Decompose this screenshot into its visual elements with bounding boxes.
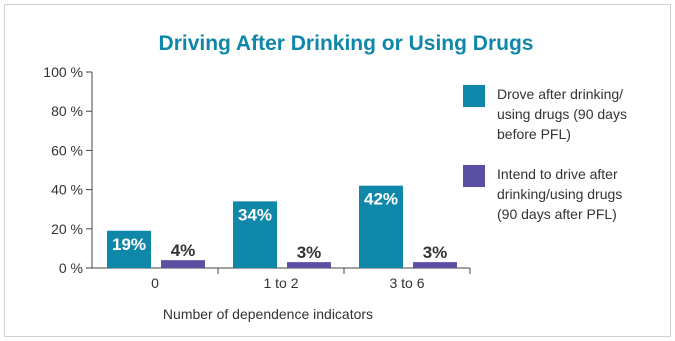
data-label: 3% bbox=[297, 243, 322, 262]
legend-label-line: Drove after drinking/ bbox=[497, 86, 623, 102]
legend-label-line: Intend to drive after bbox=[497, 166, 618, 182]
x-tick-label: 1 to 2 bbox=[263, 275, 298, 291]
bar-s2-1 bbox=[161, 260, 205, 268]
data-label: 42% bbox=[364, 190, 398, 209]
bar-s2-2 bbox=[287, 262, 331, 268]
y-tick-label: 20 % bbox=[51, 221, 83, 237]
data-label: 3% bbox=[423, 243, 448, 262]
data-label: 4% bbox=[171, 241, 196, 260]
data-label: 19% bbox=[112, 235, 146, 254]
legend-label-line: drinking/using drugs bbox=[497, 186, 622, 202]
bar-s2-3 bbox=[413, 262, 457, 268]
x-tick-label: 0 bbox=[151, 275, 159, 291]
chart-bars: 19% 4% 34% 3% 42% 3% bbox=[107, 185, 457, 268]
legend-label-line: using drugs (90 days bbox=[497, 106, 627, 122]
legend-swatch-2 bbox=[463, 165, 485, 187]
legend-label-line: before PFL) bbox=[497, 126, 571, 142]
chart-title: Driving After Drinking or Using Drugs bbox=[159, 32, 534, 55]
chart-frame bbox=[4, 4, 671, 337]
y-tick-label: 0 % bbox=[59, 260, 83, 276]
y-tick-label: 40 % bbox=[51, 182, 83, 198]
y-tick-label: 100 % bbox=[43, 64, 83, 80]
chart-axes: 0 % 20 % 40 % 60 % 80 % 100 % 0 1 to 2 3 to 6 bbox=[43, 64, 471, 291]
legend-swatch-1 bbox=[463, 85, 485, 107]
bar-s1-2 bbox=[233, 201, 277, 268]
y-tick-label: 60 % bbox=[51, 142, 83, 158]
legend-label-line: (90 days after PFL) bbox=[497, 206, 617, 222]
bar-s1-3 bbox=[359, 185, 403, 268]
chart-legend: Drove after drinking/using drugs (90 day… bbox=[463, 85, 627, 222]
data-label: 34% bbox=[238, 205, 272, 224]
x-axis-label: Number of dependence indicators bbox=[163, 306, 373, 322]
y-tick-label: 80 % bbox=[51, 103, 83, 119]
bar-s1-1 bbox=[107, 230, 151, 268]
x-tick-label: 3 to 6 bbox=[389, 275, 424, 291]
